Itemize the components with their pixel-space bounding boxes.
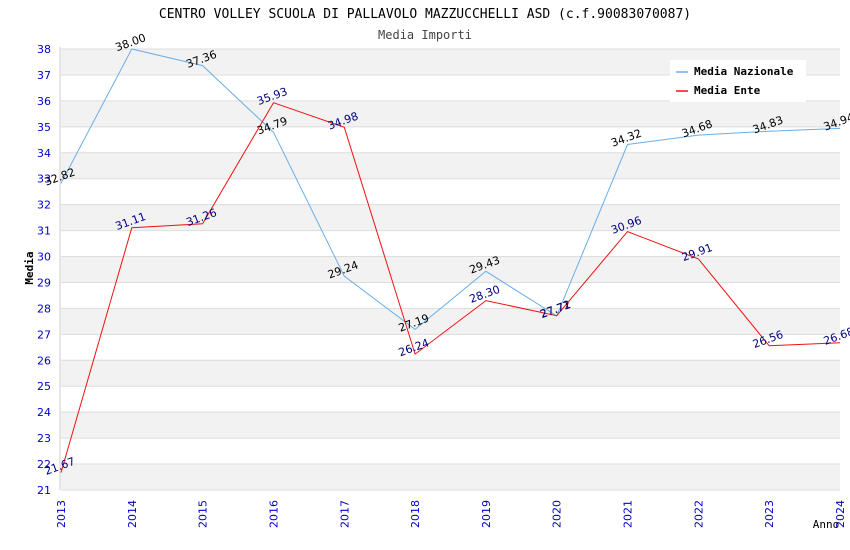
- legend-box: [670, 60, 806, 102]
- x-tick-label: 2022: [692, 500, 705, 528]
- y-tick-label: 31: [37, 225, 51, 238]
- y-tick-label: 33: [37, 173, 51, 186]
- x-axis-title: Anno: [813, 518, 840, 531]
- grid-band: [61, 152, 840, 179]
- legend-label-media-ente: Media Ente: [694, 84, 761, 97]
- grid-band: [61, 256, 840, 283]
- legend: Media Nazionale Media Ente: [670, 60, 806, 102]
- x-tick-label: 2015: [197, 500, 210, 528]
- x-tick-label: 2021: [622, 500, 635, 528]
- grid-band: [61, 360, 840, 387]
- x-tick-label: 2020: [551, 500, 564, 528]
- y-tick-label: 35: [37, 121, 51, 134]
- legend-label-media-nazionale: Media Nazionale: [694, 65, 794, 78]
- grid-band: [61, 204, 840, 231]
- y-tick-label: 30: [37, 251, 51, 264]
- y-tick-label: 22: [37, 458, 51, 471]
- series-line-media-ente: [60, 102, 841, 473]
- x-tick-label: 2013: [55, 500, 68, 528]
- y-tick-label: 24: [37, 406, 51, 419]
- grid-band: [61, 464, 840, 490]
- grid-bands: [61, 49, 840, 490]
- y-tick-label: 25: [37, 380, 51, 393]
- grid-band: [61, 100, 840, 127]
- y-tick-label: 32: [37, 199, 51, 212]
- y-tick-label: 34: [37, 147, 51, 160]
- x-tick-label: 2018: [409, 500, 422, 528]
- y-tick-label: 26: [37, 354, 51, 367]
- y-tick-label: 36: [37, 95, 51, 108]
- x-tick-label: 2014: [126, 500, 139, 528]
- grid-band: [61, 308, 840, 335]
- y-tick-label: 23: [37, 432, 51, 445]
- y-tick-label: 28: [37, 302, 51, 315]
- grid-band: [61, 412, 840, 439]
- y-tick-label: 21: [37, 484, 51, 497]
- y-axis-ticks: 21 22 23 24 25 26 27 28 29 30 31 32 33 34 35 36 37 38: [37, 43, 51, 497]
- x-tick-label: 2016: [267, 500, 280, 528]
- series-lines: [60, 48, 841, 473]
- x-tick-label: 2023: [763, 500, 776, 528]
- x-tick-label: 2024: [834, 500, 847, 528]
- chart-title: CENTRO VOLLEY SCUOLA DI PALLAVOLO MAZZUC…: [159, 7, 691, 22]
- y-axis-title: Media: [23, 251, 36, 284]
- series-line-media-nazionale: [60, 48, 841, 331]
- chart-subtitle: Media Importi: [378, 28, 472, 42]
- y-tick-label: 37: [37, 69, 51, 82]
- y-tick-label: 38: [37, 43, 51, 56]
- y-tick-label: 27: [37, 328, 51, 341]
- y-tick-label: 29: [37, 276, 51, 289]
- x-tick-label: 2019: [480, 500, 493, 528]
- x-axis-ticks: 2013 2014 2015 2016 2017 2018 2019 2020 2021 2022…: [55, 500, 847, 528]
- x-tick-label: 2017: [338, 500, 351, 528]
